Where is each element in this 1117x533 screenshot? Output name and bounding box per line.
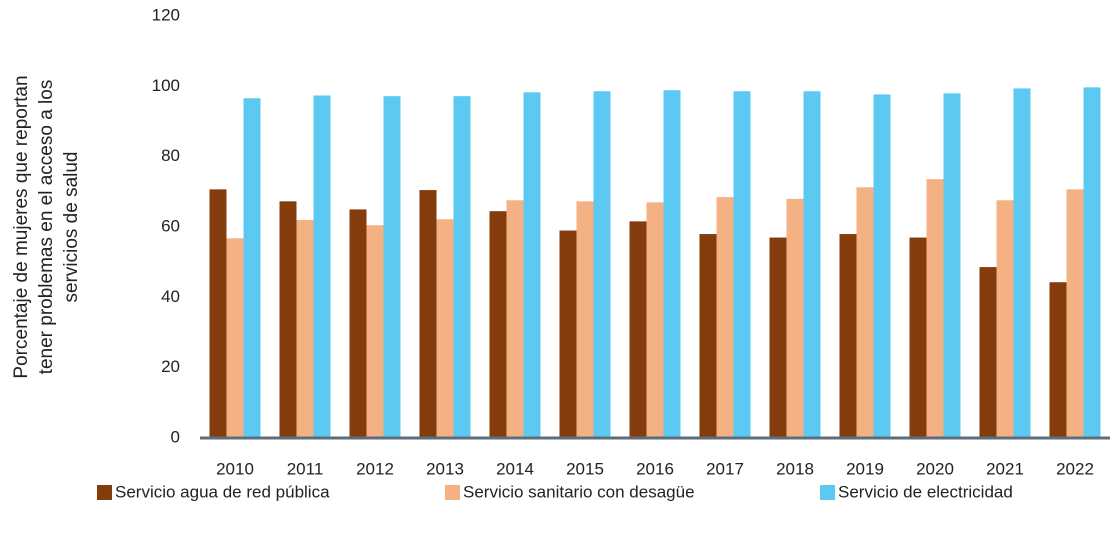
x-tick-label: 2013 [426, 459, 464, 478]
bar [243, 98, 261, 438]
x-tick-label: 2020 [916, 459, 954, 478]
bar [279, 201, 297, 438]
x-tick-label: 2018 [776, 459, 814, 478]
bar [996, 200, 1014, 438]
y-axis-label: tener problemas en el acceso a los [36, 80, 57, 375]
legend-label: Servicio sanitario con desagüe [463, 482, 695, 501]
legend-swatch [820, 485, 835, 500]
bar [506, 200, 524, 438]
bar [313, 95, 331, 438]
bar [1083, 87, 1101, 438]
x-tick-label: 2016 [636, 459, 674, 478]
bar [453, 96, 471, 439]
x-tick-label: 2010 [216, 459, 254, 478]
legend-swatch [97, 485, 112, 500]
bar [419, 190, 437, 438]
bar [839, 234, 857, 438]
bar [629, 221, 647, 438]
y-tick-label: 20 [161, 357, 180, 376]
y-axis-label: servicios de salud [61, 151, 82, 302]
y-tick-label: 80 [161, 146, 180, 165]
x-tick-label: 2015 [566, 459, 604, 478]
y-tick-label: 60 [161, 216, 180, 235]
bar [1049, 282, 1067, 438]
bar [909, 237, 927, 438]
bar [646, 202, 664, 438]
bar [523, 92, 541, 438]
bar [366, 225, 384, 438]
bar [489, 211, 507, 438]
bar [559, 230, 577, 438]
y-tick-label: 40 [161, 287, 180, 306]
bar [733, 91, 751, 439]
bar [856, 187, 874, 438]
bar [699, 234, 717, 438]
y-tick-label: 0 [171, 427, 180, 446]
x-tick-label: 2017 [706, 459, 744, 478]
x-tick-label: 2022 [1056, 459, 1094, 478]
bar [1066, 189, 1084, 438]
bar [943, 93, 961, 438]
bar [979, 267, 997, 438]
bar [576, 201, 594, 438]
bar [716, 197, 734, 438]
bar [436, 219, 454, 438]
bar [769, 237, 787, 438]
bar [926, 179, 944, 438]
y-tick-label: 100 [152, 76, 180, 95]
legend-label: Servicio agua de red pública [115, 482, 330, 501]
x-tick-label: 2011 [287, 459, 324, 478]
bar [873, 94, 891, 439]
x-tick-label: 2021 [986, 459, 1024, 478]
bar [296, 219, 314, 438]
bar [383, 96, 401, 439]
y-axis-label: Porcentaje de mujeres que reportan [11, 75, 32, 378]
bar [349, 209, 367, 438]
bar [209, 189, 227, 438]
x-tick-label: 2014 [496, 459, 534, 478]
bar [786, 198, 804, 438]
legend-swatch [445, 485, 460, 500]
y-tick-label: 120 [152, 5, 180, 24]
x-tick-label: 2012 [356, 459, 394, 478]
bar [1013, 88, 1031, 439]
bar [663, 90, 681, 439]
bar [593, 91, 611, 439]
bar [226, 238, 244, 438]
bar [803, 91, 821, 439]
legend-label: Servicio de electricidad [838, 482, 1013, 501]
x-tick-label: 2019 [846, 459, 884, 478]
